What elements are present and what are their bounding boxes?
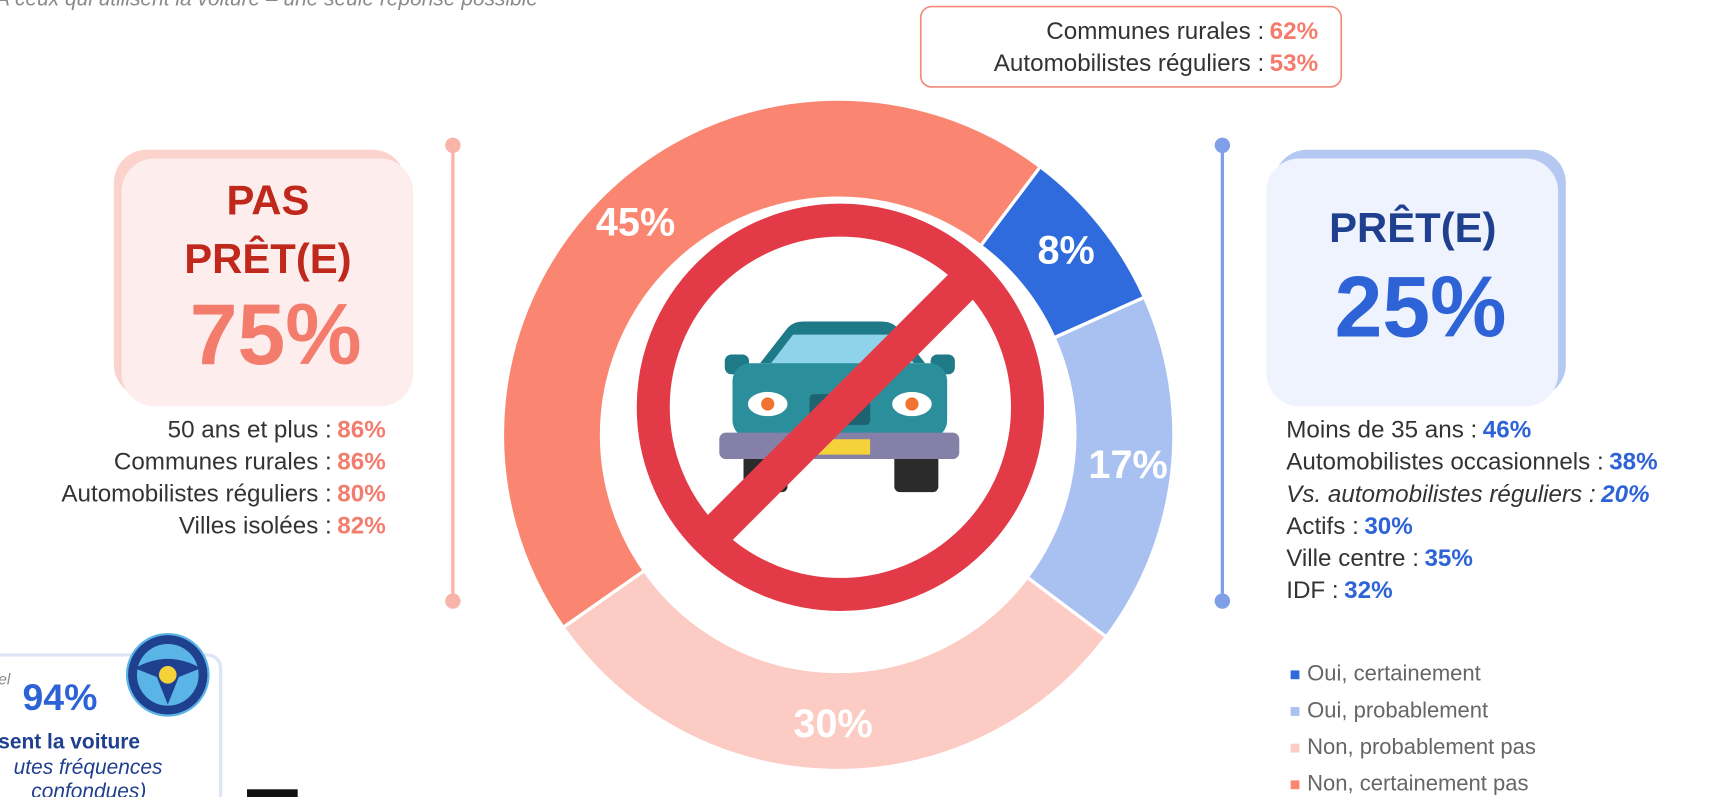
row-label: 50 ans et plus : xyxy=(168,417,332,444)
usage-note: el xyxy=(0,671,11,688)
row-label: Ville centre : xyxy=(1286,545,1419,572)
panel-title: PRÊT(E) xyxy=(1329,203,1496,251)
legend-swatch xyxy=(1290,707,1300,716)
donut-segment xyxy=(500,97,1043,630)
list-row: Villes isolées :82% xyxy=(179,513,386,540)
row-value: 86% xyxy=(337,417,385,444)
list-row: Actifs :30% xyxy=(1286,513,1413,540)
usage-line: utes fréquences xyxy=(14,756,163,779)
list-row: Automobilistes occasionnels :38% xyxy=(1286,449,1657,476)
row-label: Automobilistes réguliers : xyxy=(61,481,331,508)
legend-label: Oui, probablement xyxy=(1307,697,1488,722)
row-label: Villes isolées : xyxy=(179,513,332,540)
divider-dot xyxy=(445,593,461,609)
right-list: Moins de 35 ans :46% Automobilistes occas… xyxy=(1286,417,1657,605)
row-value: 46% xyxy=(1483,417,1531,444)
panel-total: 75% xyxy=(190,287,362,383)
row-label: Communes rurales : xyxy=(1046,18,1264,45)
divider-dot xyxy=(1214,137,1231,154)
legend: Oui, certainement Oui, probablement Non, p… xyxy=(1290,661,1536,796)
decoration xyxy=(247,789,298,797)
panel-title: PRÊT(E) xyxy=(184,234,351,282)
divider-dot xyxy=(445,137,461,154)
left-list: 50 ans et plus :86%Communes rurales :86%… xyxy=(61,417,385,540)
steering-wheel-icon xyxy=(125,632,210,717)
legend-label: Non, certainement pas xyxy=(1307,771,1528,796)
legend-swatch xyxy=(1290,780,1300,790)
segment-label: 8% xyxy=(1038,228,1095,272)
callout-box xyxy=(919,5,1343,88)
row-value: 82% xyxy=(337,513,385,540)
prohibition-sign xyxy=(636,203,1045,611)
usage-line: confondues) xyxy=(31,780,146,797)
list-row: Moins de 35 ans :46% xyxy=(1286,417,1531,444)
segment-label: 17% xyxy=(1088,443,1167,487)
panel-total: 25% xyxy=(1335,259,1507,355)
row-label: Moins de 35 ans : xyxy=(1286,417,1477,444)
row-value: 30% xyxy=(1364,513,1412,540)
list-row: Automobilistes réguliers :80% xyxy=(61,481,385,508)
list-row: Automobilistes réguliers :53% xyxy=(994,50,1318,77)
row-value: 38% xyxy=(1609,449,1657,476)
row-value: 53% xyxy=(1270,50,1318,77)
panel xyxy=(121,158,414,407)
legend-label: Non, probablement pas xyxy=(1307,734,1536,759)
usage-line: sent la voiture xyxy=(0,731,140,754)
callout: Communes rurales :62%Automobilistes régu… xyxy=(994,18,1318,77)
row-value: 86% xyxy=(337,449,385,476)
legend-swatch xyxy=(1290,743,1300,753)
row-value: 32% xyxy=(1344,578,1392,605)
usage-value: 94% xyxy=(22,676,97,718)
row-value: 35% xyxy=(1424,545,1472,572)
row-label: Vs. automobilistes réguliers : xyxy=(1286,481,1595,508)
row-label: Actifs : xyxy=(1286,513,1359,540)
row-value: 62% xyxy=(1270,18,1318,45)
list-row: Communes rurales :62% xyxy=(1046,18,1318,45)
row-label: Automobilistes occasionnels : xyxy=(1286,449,1604,476)
segment-label: 30% xyxy=(793,702,872,746)
row-value: 20% xyxy=(1600,481,1649,508)
segment-label: 45% xyxy=(596,200,675,244)
donut-segment xyxy=(560,568,1109,773)
list-row: Communes rurales :86% xyxy=(114,449,386,476)
row-label: Automobilistes réguliers : xyxy=(994,50,1264,77)
list-row: Ville centre :35% xyxy=(1286,545,1473,572)
row-label: Communes rurales : xyxy=(114,449,332,476)
legend-label: Oui, certainement xyxy=(1307,661,1481,686)
row-label: IDF : xyxy=(1286,578,1338,605)
row-value: 80% xyxy=(337,481,385,508)
panel-title: PAS xyxy=(226,177,309,224)
list-row: 50 ans et plus :86% xyxy=(168,417,386,444)
legend-swatch xyxy=(1290,670,1300,680)
subtitle: A ceux qui utilisent la voiture – une se… xyxy=(0,0,538,11)
list-row: IDF :32% xyxy=(1286,578,1392,605)
panel xyxy=(1266,158,1559,407)
list-row: Vs. automobilistes réguliers :20% xyxy=(1286,481,1649,508)
divider-dot xyxy=(1214,593,1231,609)
